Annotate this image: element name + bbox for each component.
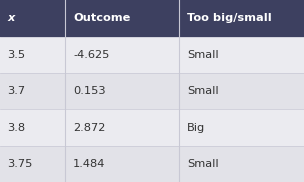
Text: Small: Small (187, 159, 219, 169)
Bar (0, 146, 65, 182)
Text: 3.7: 3.7 (8, 86, 26, 96)
Text: 3.5: 3.5 (8, 50, 26, 60)
Text: Too big/small: Too big/small (187, 13, 272, 23)
Bar (65, 109, 179, 146)
Text: Small: Small (187, 86, 219, 96)
Bar (0, 0, 65, 37)
Bar (179, 0, 304, 37)
Bar (0, 37, 65, 73)
Bar (179, 37, 304, 73)
Text: 0.153: 0.153 (73, 86, 105, 96)
Text: Big: Big (187, 122, 205, 132)
Text: 2.872: 2.872 (73, 122, 105, 132)
Text: x: x (8, 13, 15, 23)
Bar (179, 73, 304, 109)
Text: -4.625: -4.625 (73, 50, 109, 60)
Bar (65, 0, 179, 37)
Bar (65, 37, 179, 73)
Text: 3.75: 3.75 (8, 159, 33, 169)
Bar (0, 109, 65, 146)
Text: Outcome: Outcome (73, 13, 130, 23)
Bar (179, 109, 304, 146)
Bar (0, 73, 65, 109)
Bar (65, 73, 179, 109)
Text: Small: Small (187, 50, 219, 60)
Bar (65, 146, 179, 182)
Text: 3.8: 3.8 (8, 122, 26, 132)
Bar (179, 146, 304, 182)
Text: 1.484: 1.484 (73, 159, 105, 169)
